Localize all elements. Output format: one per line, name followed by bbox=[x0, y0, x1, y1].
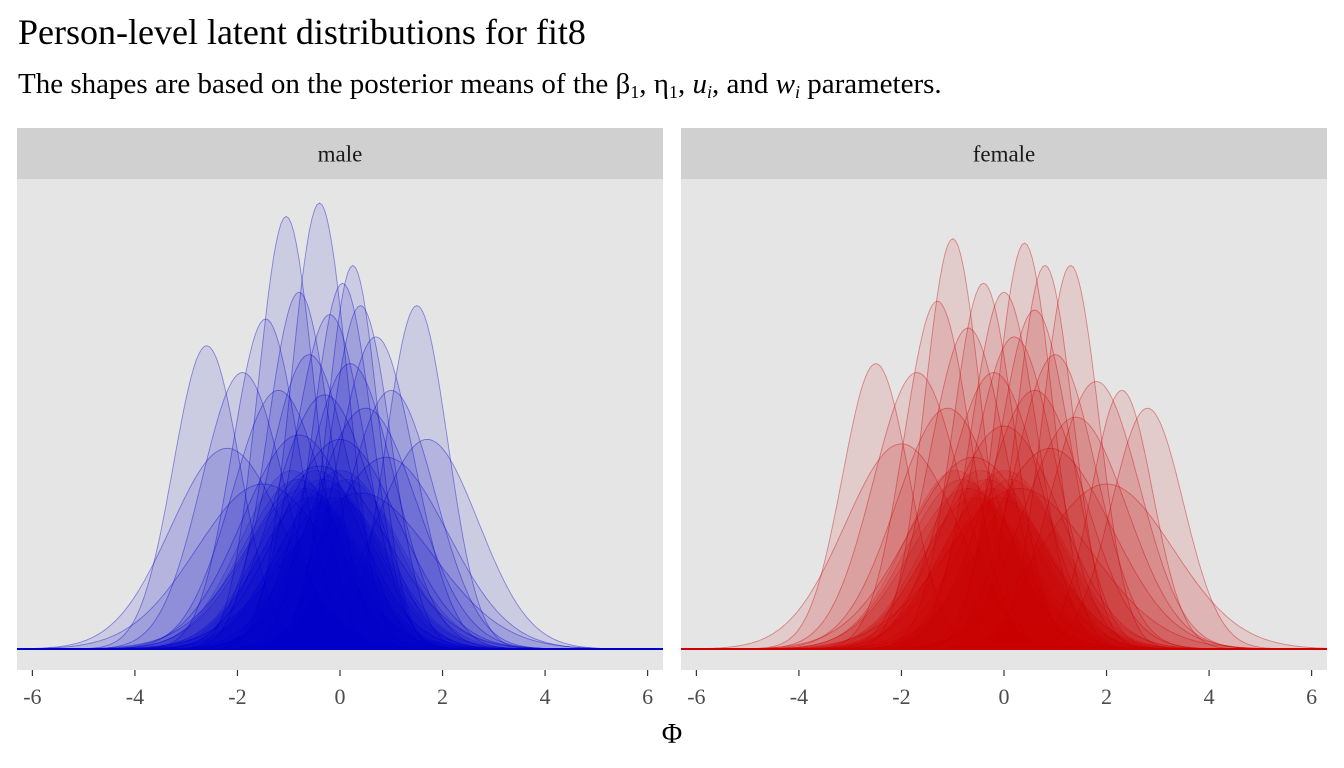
x-tick-label: 2 bbox=[1101, 684, 1112, 709]
facet-strip-label: male bbox=[318, 142, 363, 167]
panel-background bbox=[17, 179, 663, 670]
subtitle-sep3: , and bbox=[711, 68, 776, 100]
x-tick-label: 6 bbox=[642, 684, 653, 709]
subtitle-beta-sub: 1 bbox=[630, 82, 640, 102]
facet-strip-female bbox=[681, 128, 1327, 179]
facet-strip-male bbox=[17, 128, 663, 179]
x-tick-label: -6 bbox=[23, 684, 41, 709]
x-tick-label: 2 bbox=[437, 684, 448, 709]
facet-panel-male: male -6 -4 -2 0 2 4 6 bbox=[17, 128, 663, 709]
subtitle-sep1: , bbox=[639, 68, 654, 100]
panel-background bbox=[681, 179, 1327, 670]
subtitle-w-sub: i bbox=[794, 82, 800, 102]
x-tick-label: -2 bbox=[228, 684, 246, 709]
subtitle-u: u bbox=[692, 68, 707, 100]
x-tick-label: 4 bbox=[1204, 684, 1215, 709]
x-tick-label: 0 bbox=[335, 684, 346, 709]
subtitle-eta: η bbox=[653, 68, 669, 100]
x-tick-label: 4 bbox=[540, 684, 551, 709]
facet-strip-label: female bbox=[973, 142, 1036, 167]
chart-subtitle: The shapes are based on the posterior me… bbox=[18, 64, 942, 104]
facet-panel-female: female -6 -4 -2 0 2 4 6 bbox=[681, 128, 1327, 709]
x-axis-title: Φ bbox=[662, 719, 682, 750]
subtitle-eta-sub: 1 bbox=[668, 82, 678, 102]
x-tick-label: 0 bbox=[999, 684, 1010, 709]
x-tick-label: -4 bbox=[790, 684, 808, 709]
subtitle-suffix: parameters. bbox=[799, 68, 942, 100]
density-series-group bbox=[681, 238, 1327, 650]
x-tick-label: -4 bbox=[126, 684, 144, 709]
chart-title: Person-level latent distributions for fi… bbox=[18, 12, 586, 52]
x-tick-label: -6 bbox=[687, 684, 705, 709]
x-tick-label: -2 bbox=[892, 684, 910, 709]
subtitle-u-sub: i bbox=[706, 82, 712, 102]
x-tick-label: 6 bbox=[1306, 684, 1317, 709]
subtitle-prefix: The shapes are based on the posterior me… bbox=[18, 68, 616, 100]
subtitle-beta: β bbox=[615, 68, 631, 100]
subtitle-w: w bbox=[775, 68, 795, 100]
subtitle-sep2: , bbox=[677, 68, 693, 100]
density-series-group bbox=[17, 202, 663, 650]
